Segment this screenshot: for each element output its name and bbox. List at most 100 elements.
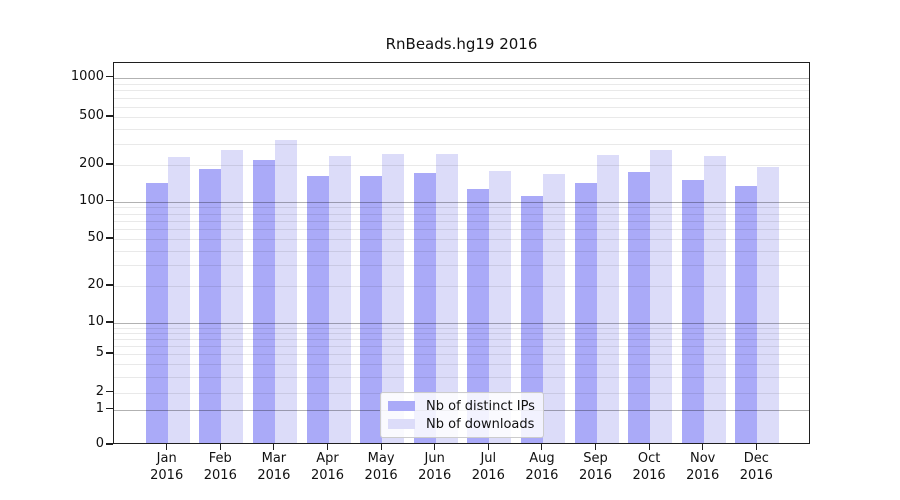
x-label-month: Mar — [261, 451, 287, 466]
x-label-year: 2016 — [739, 467, 773, 483]
x-label-month: Aug — [529, 451, 555, 466]
x-axis-tick-label: May 2016 — [349, 451, 413, 484]
x-axis-tick-label: Feb 2016 — [188, 451, 252, 484]
x-axis-tick-label: Aug 2016 — [510, 451, 574, 484]
x-axis-tick — [594, 444, 597, 450]
bar-downloads — [167, 156, 190, 443]
x-axis-tick-label: Jun 2016 — [403, 451, 467, 484]
bar-downloads — [221, 150, 244, 443]
x-axis-tick — [487, 444, 489, 450]
y-axis-tick-label: 0 — [95, 436, 104, 451]
legend-swatch-distinct-ips — [388, 401, 415, 411]
x-axis-tick-label: Jul 2016 — [456, 451, 520, 484]
bar-distinct-ips — [306, 176, 329, 443]
bar-distinct-ips — [574, 183, 597, 443]
x-axis-tick-label: Oct 2016 — [617, 451, 681, 484]
y-axis-tick-label: 1 — [95, 400, 104, 416]
minor-gridline — [114, 97, 809, 99]
x-axis-tick — [434, 444, 436, 450]
bar-downloads — [328, 155, 351, 443]
chart-legend: Nb of distinct IPs Nb of downloads — [380, 392, 544, 438]
bar-distinct-ips — [520, 195, 543, 443]
y-axis-tick-label: 100 — [79, 192, 104, 208]
x-label-month: Nov — [690, 451, 716, 466]
x-label-year: 2016 — [364, 467, 398, 483]
x-axis-tick-label: Jan 2016 — [135, 451, 199, 484]
bar-downloads — [489, 170, 512, 443]
x-label-year: 2016 — [471, 467, 505, 483]
y-axis-tick — [106, 237, 113, 239]
bar-downloads — [274, 140, 297, 443]
x-axis-tick — [702, 444, 704, 450]
x-label-month: Dec — [743, 451, 769, 466]
y-axis-tick — [106, 390, 113, 393]
x-label-year: 2016 — [525, 467, 559, 483]
y-axis-tick-label: 5 — [95, 345, 104, 360]
minor-gridline — [114, 128, 809, 130]
bar-distinct-ips — [467, 188, 490, 443]
x-axis-tick — [219, 444, 221, 450]
bar-downloads — [596, 155, 619, 443]
minor-gridline — [114, 90, 809, 92]
x-label-year: 2016 — [418, 467, 452, 483]
y-axis-tick — [106, 321, 113, 323]
y-axis-tick — [106, 443, 113, 445]
x-axis-tick — [326, 444, 329, 450]
x-label-year: 2016 — [257, 467, 291, 483]
x-axis-tick-label: Sep 2016 — [564, 451, 628, 484]
minor-gridline — [114, 83, 809, 85]
y-axis-tick — [106, 199, 113, 202]
x-axis-tick — [755, 444, 757, 450]
bar-downloads — [435, 154, 458, 443]
y-axis-tick-label: 2 — [95, 383, 104, 399]
x-label-year: 2016 — [578, 467, 613, 483]
bar-downloads — [650, 150, 673, 443]
legend-swatch-downloads — [388, 419, 415, 429]
bar-distinct-ips — [360, 176, 383, 443]
x-label-month: Feb — [208, 451, 232, 466]
y-axis-tick-label: 50 — [87, 230, 104, 245]
y-axis-tick — [106, 163, 113, 165]
x-label-month: Jan — [156, 451, 177, 466]
x-label-month: Oct — [637, 451, 661, 466]
bar-distinct-ips — [145, 182, 168, 443]
x-label-month: May — [367, 451, 395, 466]
bar-distinct-ips — [735, 185, 758, 443]
x-axis-tick — [380, 444, 382, 450]
bar-downloads — [757, 167, 780, 443]
x-axis-tick-label: Nov 2016 — [671, 451, 735, 484]
legend-entry-downloads: Nb of downloads — [388, 417, 535, 432]
x-axis-tick — [273, 444, 275, 450]
x-axis-tick-label: Mar 2016 — [242, 451, 306, 484]
x-axis-tick — [648, 444, 650, 450]
y-axis-tick-label: 20 — [87, 277, 104, 292]
bar-downloads — [542, 174, 565, 443]
minor-gridline — [114, 117, 809, 118]
y-axis-tick — [106, 115, 113, 117]
x-label-year: 2016 — [632, 467, 666, 483]
major-gridline — [114, 77, 809, 79]
x-label-year: 2016 — [203, 467, 237, 483]
x-axis-tick-label: Dec 2016 — [724, 451, 788, 484]
bar-distinct-ips — [252, 160, 275, 443]
minor-gridline — [114, 143, 809, 145]
bar-distinct-ips — [681, 179, 704, 443]
y-axis-tick — [106, 75, 113, 78]
x-axis-tick — [541, 444, 543, 450]
plot-area — [113, 62, 810, 444]
x-label-month: Sep — [583, 451, 608, 466]
page-title: RnBeads.hg19 2016 — [385, 35, 538, 53]
y-axis-tick-label: 500 — [79, 108, 104, 123]
x-label-year: 2016 — [150, 467, 184, 483]
y-axis-tick-label: 1000 — [70, 68, 104, 84]
minor-gridline — [114, 106, 809, 108]
y-axis-tick — [106, 407, 113, 410]
bar-distinct-ips — [199, 169, 222, 443]
x-label-month: Jun — [424, 451, 445, 466]
y-axis-tick-label: 10 — [87, 314, 104, 329]
x-axis-tick-label: Apr 2016 — [296, 451, 360, 484]
bar-distinct-ips — [413, 173, 436, 443]
bar-downloads — [703, 156, 726, 443]
y-axis-tick — [106, 284, 113, 286]
bar-downloads — [382, 154, 405, 443]
